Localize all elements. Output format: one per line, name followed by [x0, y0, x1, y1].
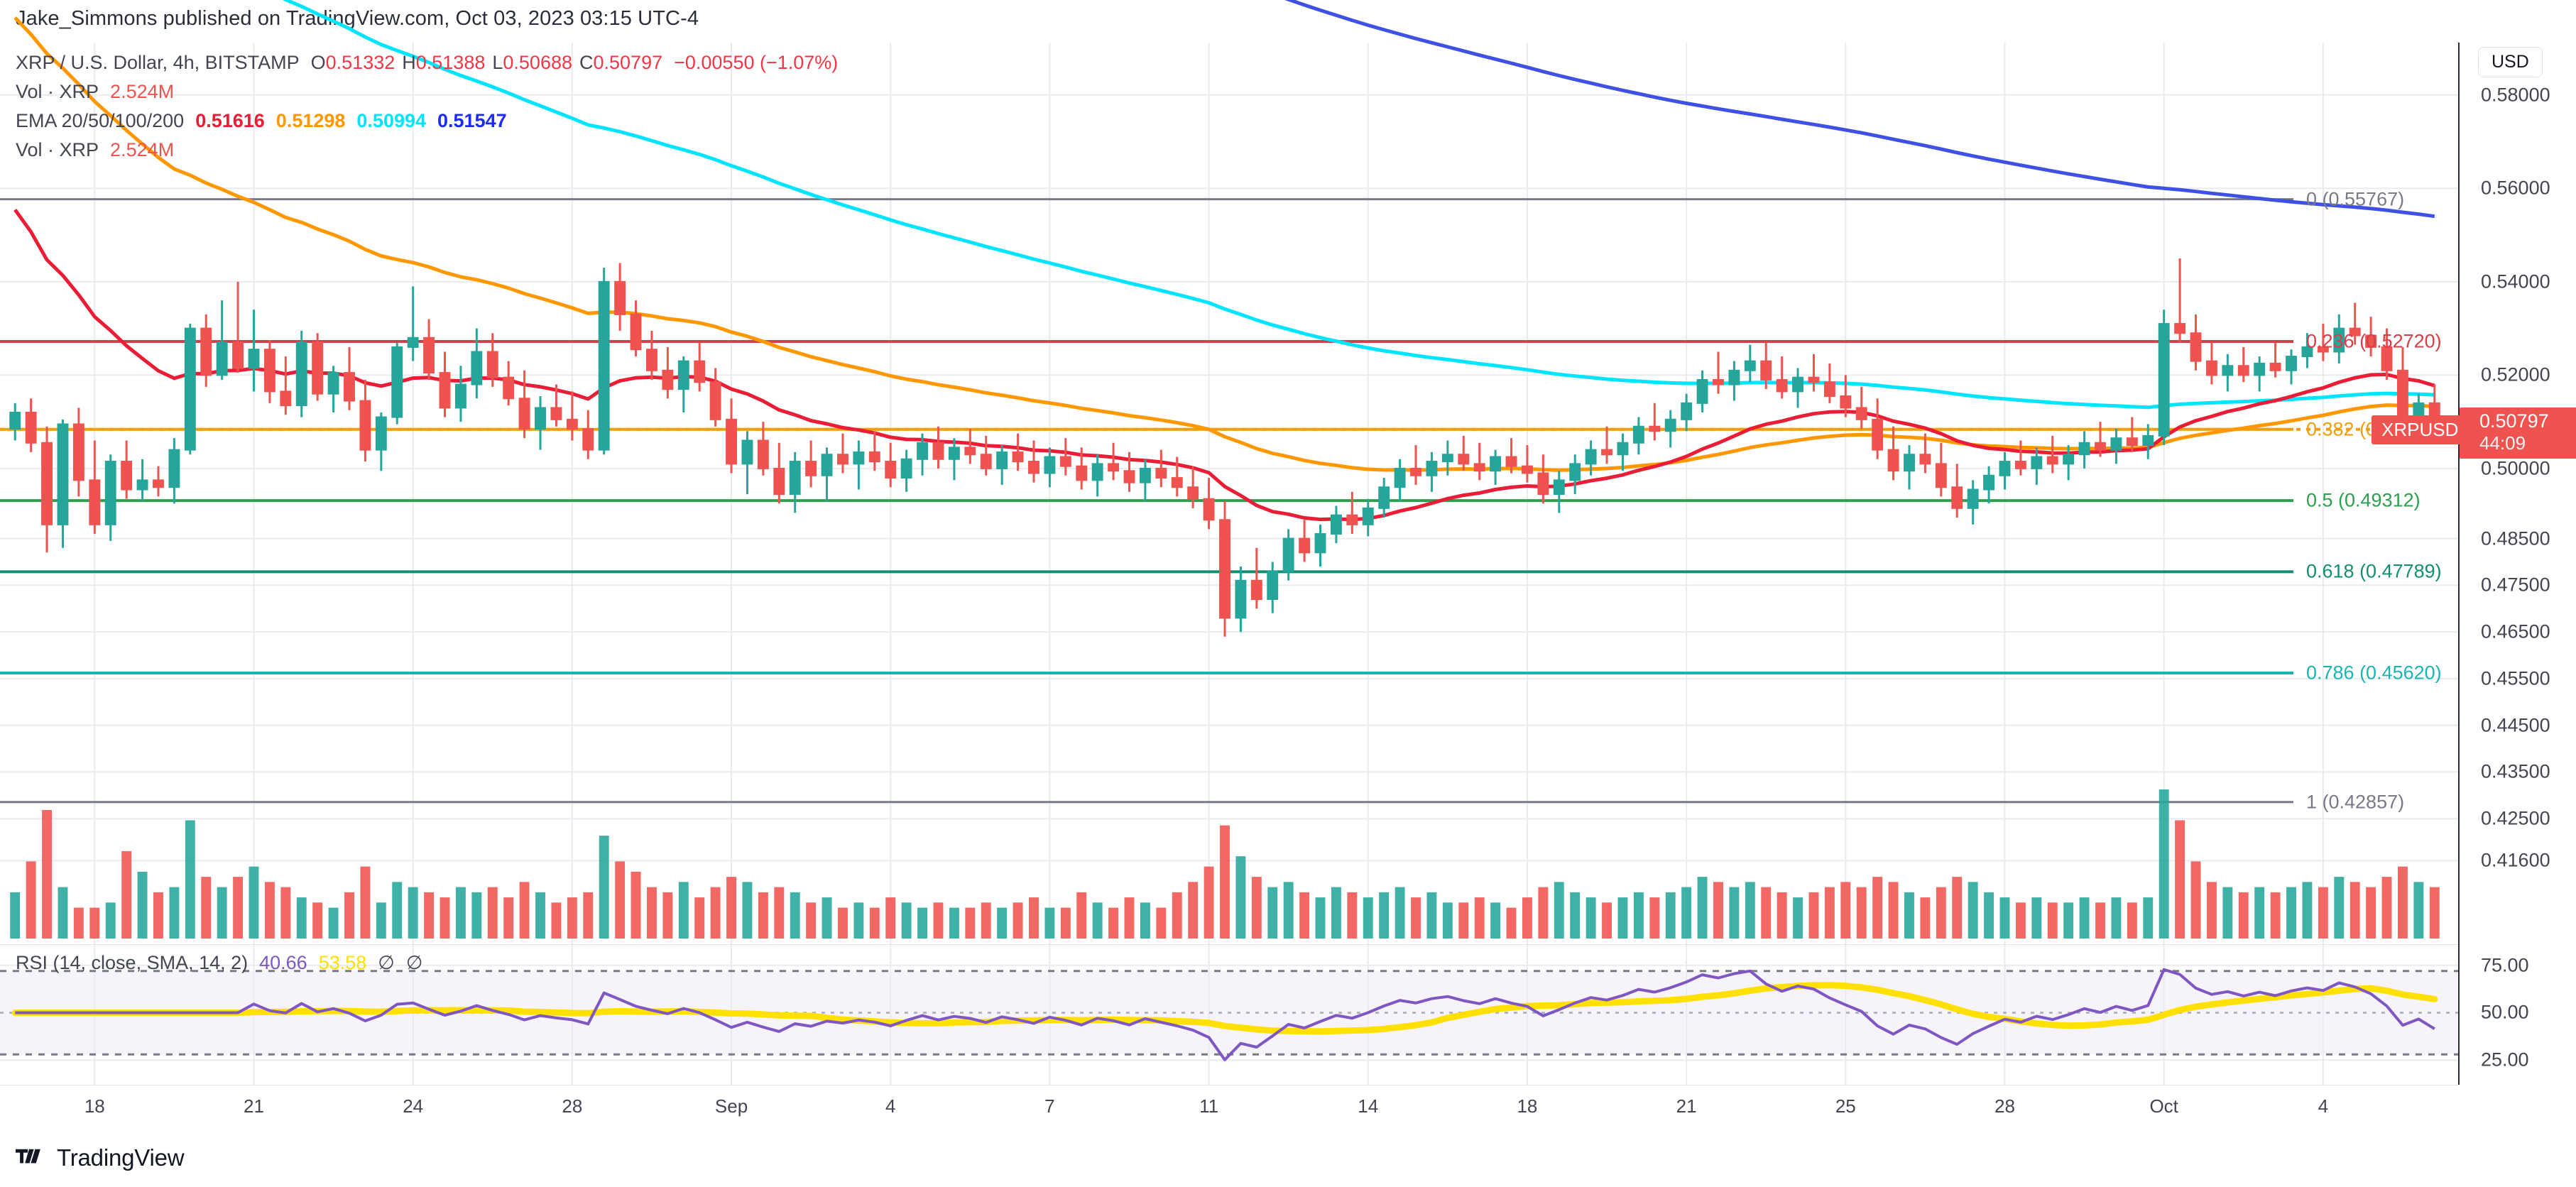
fib-level-label: 0 (0.55767) [2306, 188, 2405, 210]
current-price-value: 0.50797 [2479, 410, 2549, 432]
price-axis-tick: 0.42500 [2481, 807, 2550, 829]
time-axis-tick: 11 [1199, 1095, 1219, 1117]
price-axis-tick: 0.48500 [2481, 527, 2550, 549]
rsi-axis-tick: 25.00 [2481, 1049, 2529, 1071]
price-axis-tick: 0.41600 [2481, 849, 2550, 871]
rsi-legend-na-1: ∅ [378, 952, 395, 973]
bar-countdown: 44:09 [2479, 432, 2526, 454]
time-axis[interactable]: 18 21 24 28 Sep 4 7 11 14 18 21 25 28 Oct 4 [0, 1085, 2458, 1133]
rsi-legend-na-2: ∅ [405, 952, 423, 973]
fib-level-label: 1 (0.42857) [2306, 791, 2405, 813]
price-axis-tick: 0.52000 [2481, 363, 2550, 385]
price-axis-tick: 0.44500 [2481, 714, 2550, 736]
time-axis-tick: 24 [403, 1095, 424, 1117]
fib-level-label: 0.618 (0.47789) [2306, 560, 2442, 582]
rsi-legend: RSI (14, close, SMA, 14, 2) 40.66 53.58 … [16, 950, 422, 975]
rsi-legend-value: 40.66 [259, 952, 307, 973]
rsi-axis-tick: 75.00 [2481, 954, 2529, 976]
attribution-text: Jake_Simmons published on TradingView.co… [16, 7, 699, 30]
tradingview-logo-icon [16, 1149, 40, 1164]
price-axis-tick: 0.58000 [2481, 84, 2550, 106]
time-axis-tick: 18 [1517, 1095, 1538, 1117]
rsi-chart-canvas[interactable] [0, 946, 2458, 1085]
price-axis-tick: 0.45500 [2481, 667, 2550, 689]
current-price-badge: 0.50797 44:09 [2460, 407, 2576, 459]
symbol-tag: XRPUSD [2372, 415, 2469, 444]
rsi-legend-sma-value: 53.58 [318, 952, 367, 973]
time-axis-tick: 7 [1044, 1095, 1055, 1117]
time-axis-tick: Oct [2149, 1095, 2178, 1117]
fib-level-label: 0.5 (0.49312) [2306, 489, 2421, 511]
time-axis-tick: Sep [714, 1095, 748, 1117]
rsi-axis-tick: 50.00 [2481, 1001, 2529, 1023]
price-axis-tick: 0.54000 [2481, 270, 2550, 292]
time-axis-tick: 25 [1835, 1095, 1856, 1117]
time-axis-tick: 21 [1676, 1095, 1697, 1117]
time-axis-tick: 28 [562, 1095, 583, 1117]
price-axis-tick: 0.46500 [2481, 620, 2550, 642]
time-axis-tick: 18 [84, 1095, 105, 1117]
price-axis[interactable]: USD 0.58000 0.56000 0.54000 0.52000 0.50000 0… [2458, 43, 2576, 1085]
time-axis-tick: 14 [1358, 1095, 1379, 1117]
rsi-pane[interactable] [0, 946, 2458, 1085]
rsi-legend-name: RSI (14, close, SMA, 14, 2) [16, 952, 249, 973]
time-axis-tick: 4 [885, 1095, 896, 1117]
currency-pill[interactable]: USD [2478, 47, 2543, 77]
time-axis-tick: 4 [2318, 1095, 2329, 1117]
time-axis-tick: 28 [1994, 1095, 2015, 1117]
price-chart-canvas[interactable] [0, 0, 2458, 946]
price-axis-tick: 0.56000 [2481, 177, 2550, 199]
price-axis-tick: 0.43500 [2481, 760, 2550, 782]
price-pane[interactable] [0, 0, 2458, 946]
pane-divider [0, 944, 2458, 945]
footer: TradingView [16, 1144, 185, 1171]
price-axis-tick: 0.47500 [2481, 574, 2550, 596]
tradingview-brand-text: TradingView [57, 1144, 185, 1171]
fib-level-label: 0.236 (0.52720) [2306, 330, 2442, 352]
price-axis-tick: 0.50000 [2481, 457, 2550, 479]
fib-level-label: 0.786 (0.45620) [2306, 662, 2442, 684]
time-axis-tick: 21 [244, 1095, 264, 1117]
